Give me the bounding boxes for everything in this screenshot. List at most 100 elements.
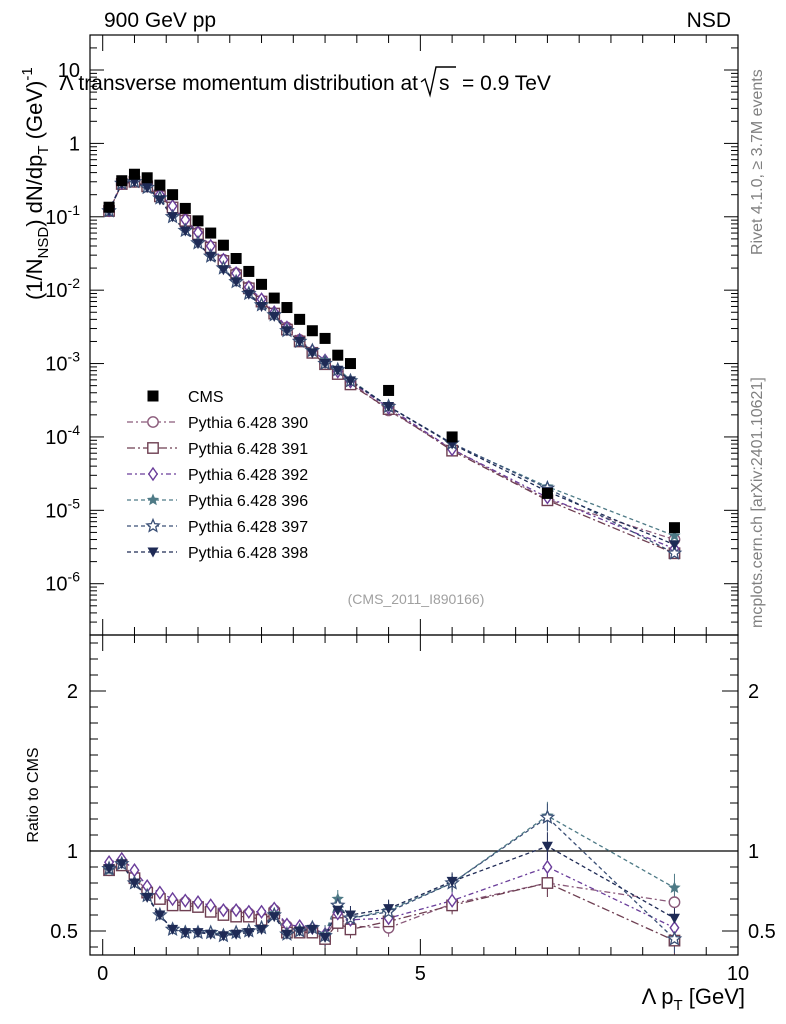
ratio-data-point (256, 924, 268, 935)
x-tick-label: 0 (97, 963, 108, 985)
cms-data-point (192, 215, 204, 227)
ratio-data-point (332, 905, 344, 916)
ratio-data-point (319, 932, 331, 943)
legend-label: CMS (188, 389, 224, 406)
analysis-watermark: (CMS_2011_I890166) (348, 591, 485, 607)
cms-data-point (306, 325, 318, 337)
ratio-series-line (108, 864, 675, 942)
main-y-axis-label: (1/NNSD) dN/dpT (GeV)-1 (19, 67, 52, 300)
main-data-point (205, 251, 217, 262)
ratio-data-point (668, 896, 681, 909)
ratio-data-point (541, 877, 554, 889)
cms-data-point (319, 332, 331, 344)
main-data-point (154, 195, 166, 206)
cms-data-point (116, 175, 128, 187)
ratio-data-point (179, 928, 191, 939)
legend-label: Pythia 6.428 392 (188, 467, 308, 484)
legend-label: Pythia 6.428 397 (188, 519, 308, 536)
ratio-data-point (116, 859, 128, 870)
cms-data-point (167, 189, 179, 201)
cms-data-point (294, 313, 306, 325)
main-data-point (306, 348, 318, 359)
ratio-data-point (167, 924, 179, 935)
cms-data-point (103, 201, 115, 213)
ratio-data-point (128, 878, 140, 889)
cms-data-point (541, 487, 553, 499)
main-data-point (332, 365, 344, 376)
x-axis-label: Λ pT [GeV] (642, 984, 745, 1014)
legend: CMS Pythia 6.428 390 Pythia 6.428 391 Pythi… (127, 389, 308, 562)
main-data-point (256, 301, 268, 312)
main-data-point (128, 177, 140, 188)
cms-data-point (243, 265, 255, 277)
ratio-series-line (108, 863, 675, 939)
ratio-y-tick-label-right: 1 (748, 841, 759, 863)
main-data-point (281, 326, 293, 337)
main-data-point (179, 226, 191, 237)
legend-marker (147, 416, 159, 428)
ratio-data-point (243, 904, 254, 920)
plot-title: Λ transverse momentum distribution at (60, 72, 419, 95)
ratio-y-tick-label: 2 (67, 681, 78, 703)
main-data-point (192, 239, 204, 250)
cms-data-point (281, 302, 293, 314)
ratio-data-point (541, 841, 553, 852)
main-y-tick-label: 10-6 (45, 569, 80, 596)
ratio-series-line (108, 858, 675, 936)
ratio-plot-frame (89, 634, 739, 956)
legend-entry: Pythia 6.428 398 (127, 545, 308, 562)
ratio-data-point (344, 910, 356, 921)
ratio-y-tick-label: 1 (67, 841, 78, 863)
ratio-data-point (306, 924, 318, 935)
ratio-data-point (141, 892, 153, 903)
cms-data-point (668, 522, 680, 534)
main-y-tick-label: 10-2 (45, 275, 80, 302)
legend-marker (147, 442, 159, 454)
ratio-data-point (281, 929, 293, 940)
header-left: 900 GeV pp (104, 9, 216, 32)
ratio-data-series (101, 801, 683, 955)
ratio-data-point (268, 912, 280, 923)
ratio-data-point (542, 859, 553, 875)
legend-entry: CMS (147, 389, 224, 406)
ratio-data-point (243, 928, 255, 939)
legend-marker (145, 517, 161, 533)
main-y-tick-label: 1 (69, 133, 80, 155)
cms-data-point (268, 292, 280, 304)
cms-data-point (205, 227, 217, 239)
ratio-data-point (217, 931, 229, 942)
mcplots-text: mcplots.cern.ch [arXiv:2401.10621] (749, 377, 766, 628)
ratio-data-point (666, 930, 683, 946)
ratio-data-point (383, 904, 395, 915)
ratio-data-point (180, 893, 191, 908)
main-data-point (230, 277, 242, 288)
main-plot-panel: 10-6 10-5 10-4 10-3 10-2 10-1 1 10 Λ transverse… (19, 34, 739, 636)
main-data-point (243, 289, 255, 300)
header-right: NSD (687, 9, 731, 32)
legend-marker (146, 493, 160, 506)
main-data-point (217, 265, 229, 276)
main-data-point (167, 212, 179, 223)
main-x-ticks (102, 35, 739, 635)
ratio-data-point (668, 913, 680, 924)
ratio-data-point (103, 864, 115, 875)
legend-entry: Pythia 6.428 397 (127, 517, 308, 536)
main-data-point (383, 401, 395, 412)
legend-label: Pythia 6.428 391 (188, 441, 308, 458)
sqrt-symbol (420, 66, 456, 98)
main-data-point (294, 336, 306, 347)
ratio-plot-panel: 0.5 0.5 1 1 2 2 0 5 10 Ratio to CMS Λ pT [GeV] (25, 634, 776, 1014)
plot-title-energy: = 0.9 TeV (462, 72, 551, 95)
cms-data-point (383, 384, 395, 396)
main-data-point (319, 359, 331, 370)
main-data-point (344, 376, 356, 387)
legend-entry: Pythia 6.428 391 (127, 441, 308, 458)
main-y-tick-label: 10-4 (45, 422, 80, 449)
main-series-line (108, 179, 675, 550)
x-tick-label: 10 (727, 963, 749, 985)
rivet-version-text: Rivet 4.1.0, ≥ 3.7M events (749, 69, 766, 255)
ratio-y-tick-label: 0.5 (50, 921, 78, 943)
legend-label: Pythia 6.428 396 (188, 493, 308, 510)
main-y-tick-label: 10-3 (45, 349, 80, 376)
